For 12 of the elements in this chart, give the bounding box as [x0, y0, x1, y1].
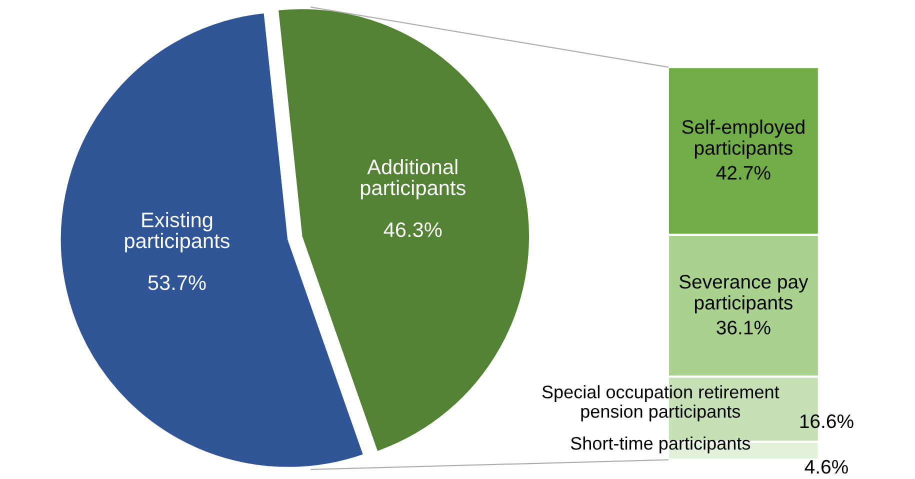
data-label: 53.7%: [148, 275, 206, 290]
series-label: Severance pay participants: [679, 274, 808, 314]
slice-label: Existing participants: [125, 212, 230, 252]
data-label: 16.6%: [800, 414, 854, 428]
series-label: Short-time participants: [570, 436, 750, 454]
data-label: 36.1%: [716, 320, 770, 334]
data-label: 42.7%: [716, 166, 770, 180]
data-label: 46.3%: [384, 222, 442, 238]
slice-label: Additional participants: [360, 158, 466, 200]
series-label: Special occupation retirement pension participants: [542, 385, 780, 422]
data-label: 4.6%: [804, 460, 848, 474]
series-label: Self-employed participants: [682, 120, 804, 159]
